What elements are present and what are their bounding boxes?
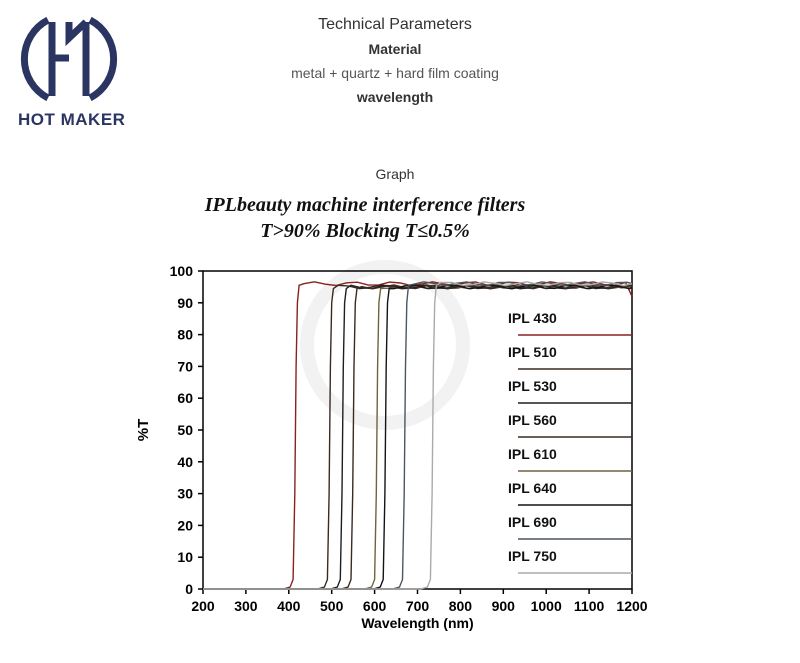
- legend-label: IPL 610: [508, 446, 557, 462]
- y-tick-label: 10: [177, 549, 193, 565]
- x-axis-label: Wavelength (nm): [361, 615, 473, 631]
- brand-logo: HOT MAKER: [10, 8, 128, 129]
- y-tick-label: 60: [177, 390, 193, 406]
- plot-frame: [202, 270, 633, 590]
- y-tick-label: 70: [177, 358, 193, 374]
- x-tick-label: 200: [191, 598, 215, 614]
- series-line: [203, 281, 633, 590]
- hm-logo-icon: [20, 16, 118, 102]
- x-tick-label: 900: [492, 598, 516, 614]
- x-tick-label: 800: [449, 598, 473, 614]
- y-tick-label: 40: [177, 454, 193, 470]
- graph-label: Graph: [375, 166, 415, 182]
- wavelength-label: wavelength: [356, 89, 434, 105]
- legend-label: IPL 530: [508, 378, 557, 394]
- y-tick-label: 80: [177, 327, 193, 343]
- series-line: [203, 281, 633, 590]
- legend-label: IPL 690: [508, 514, 557, 530]
- legend-label: IPL 750: [508, 548, 557, 564]
- y-axis-label: %T: [135, 419, 152, 442]
- x-tick-label: 1100: [574, 598, 605, 614]
- x-tick-label: 700: [406, 598, 430, 614]
- y-tick-label: 90: [177, 295, 193, 311]
- x-tick-label: 400: [277, 598, 301, 614]
- legend-label: IPL 560: [508, 412, 557, 428]
- series-line: [203, 284, 633, 590]
- y-tick-label: 50: [177, 422, 193, 438]
- y-tick-label: 100: [170, 263, 194, 279]
- legend-label: IPL 510: [508, 344, 557, 360]
- section-title: Technical Parameters: [318, 16, 472, 33]
- brand-name: HOT MAKER: [18, 110, 126, 129]
- chart-subtitle: T>90% Blocking T≤0.5%: [260, 220, 470, 242]
- y-tick-label: 30: [177, 486, 193, 502]
- x-tick-label: 1000: [531, 598, 562, 614]
- y-tick-label: 0: [185, 581, 193, 597]
- material-value: metal + quartz + hard film coating: [291, 65, 499, 81]
- x-tick-label: 300: [234, 598, 258, 614]
- x-tick-label: 500: [320, 598, 344, 614]
- x-tick-label: 1200: [616, 598, 647, 614]
- legend-label: IPL 640: [508, 480, 557, 496]
- series-line: [203, 281, 633, 590]
- x-tick-label: 600: [363, 598, 387, 614]
- y-tick-label: 20: [177, 517, 193, 533]
- material-label: Material: [368, 41, 422, 57]
- chart-title: IPLbeauty machine interference filters: [204, 194, 526, 216]
- legend-label: IPL 430: [508, 310, 557, 326]
